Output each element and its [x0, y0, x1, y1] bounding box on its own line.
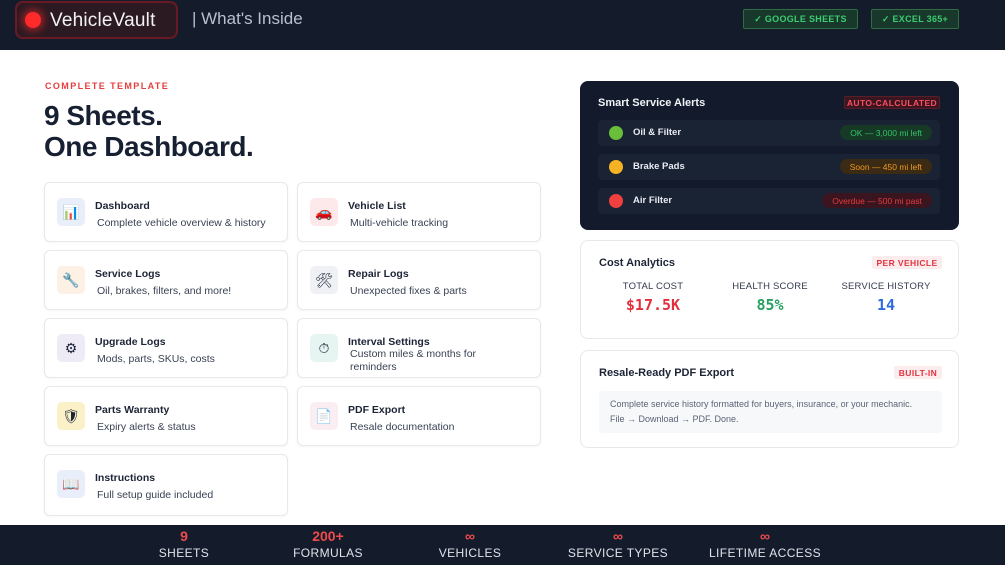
footer-stat-label: SHEETS	[158, 546, 210, 560]
built-in-badge: BUILT-IN	[894, 366, 942, 379]
sheet-card-desc: Multi-vehicle tracking	[350, 217, 449, 229]
stat-value: 85%	[756, 296, 784, 314]
sheet-card-desc: Complete vehicle overview & history	[97, 217, 266, 229]
sheet-card-vehicle-list[interactable]: 🚗 Vehicle List Multi-vehicle tracking	[297, 182, 541, 242]
footer-stat-formulas: 200+ FORMULAS	[283, 528, 373, 560]
header-subtitle: | What's Inside	[192, 9, 303, 28]
footer-stat-number: 9	[180, 528, 188, 544]
service-alerts-panel: Smart Service Alerts AUTO-CALCULATED Oil…	[580, 81, 959, 230]
stat-label: TOTAL COST	[622, 281, 684, 292]
google-sheets-badge: ✓ GOOGLE SHEETS	[743, 9, 858, 29]
pdf-export-panel: Resale-Ready PDF Export BUILT-IN Complet…	[580, 350, 959, 448]
sheet-card-upgrade-logs[interactable]: ⚙ Upgrade Logs Mods, parts, SKUs, costs	[44, 318, 288, 378]
alert-label: Brake Pads	[633, 161, 685, 172]
stat-value: 14	[876, 296, 896, 314]
sheet-card-title: Vehicle List	[348, 200, 406, 212]
excel-365-badge: ✓ EXCEL 365+	[871, 9, 959, 29]
per-vehicle-badge: PER VEHICLE	[872, 256, 942, 269]
footer-stat-label: LIFETIME ACCESS	[708, 546, 822, 560]
sheet-card-title: Dashboard	[95, 200, 150, 212]
stat-health-score: HEALTH SCORE 85%	[710, 281, 830, 314]
tools-icon: 🛠	[310, 266, 338, 294]
pdf-description-line-2: File → Download → PDF. Done.	[610, 414, 739, 424]
book-icon: 📖	[57, 470, 85, 498]
sheet-card-repair-logs[interactable]: 🛠 Repair Logs Unexpected fixes & parts	[297, 250, 541, 310]
sheet-card-desc: Mods, parts, SKUs, costs	[97, 353, 215, 365]
alert-status-badge: Soon — 450 mi left	[839, 159, 932, 174]
shield-icon: 🛡	[57, 402, 85, 430]
auto-calculated-badge: AUTO-CALCULATED	[844, 96, 940, 109]
car-icon: 🚗	[310, 198, 338, 226]
footer-stat-lifetime-access: ∞ LIFETIME ACCESS	[700, 528, 830, 560]
footer-stats-bar: 9 SHEETS 200+ FORMULAS ∞ VEHICLES ∞ SERV…	[0, 525, 1005, 565]
stopwatch-icon: ⏱	[310, 334, 338, 362]
pdf-description-line-1: Complete service history formatted for b…	[610, 399, 913, 409]
status-dot-icon	[609, 160, 623, 174]
alert-status-badge: OK — 3,000 mi left	[840, 125, 932, 140]
sheet-card-desc: Full setup guide included	[97, 489, 214, 501]
alert-label: Oil & Filter	[633, 127, 682, 138]
sheet-card-desc: Unexpected fixes & parts	[350, 285, 467, 297]
sheet-card-title: Upgrade Logs	[95, 336, 166, 348]
sheet-card-instructions[interactable]: 📖 Instructions Full setup guide included	[44, 454, 288, 516]
alert-row-air-filter[interactable]: Air Filter Overdue — 500 mi past	[598, 188, 940, 214]
top-header: VehicleVault | What's Inside ✓ GOOGLE SH…	[0, 0, 1005, 50]
cost-analytics-panel: Cost Analytics PER VEHICLE TOTAL COST $1…	[580, 240, 959, 339]
infinity-icon: ∞	[613, 528, 623, 544]
sheet-card-title: Repair Logs	[348, 268, 409, 280]
footer-stat-vehicles: ∞ VEHICLES	[430, 528, 510, 560]
alert-row-brake-pads[interactable]: Brake Pads Soon — 450 mi left	[598, 154, 940, 180]
page-title-line-1: 9 Sheets.	[44, 100, 163, 131]
footer-stat-number: 200+	[312, 528, 344, 544]
stat-service-history: SERVICE HISTORY 14	[826, 281, 946, 314]
bar-chart-icon: 📊	[57, 198, 85, 226]
status-dot-icon	[609, 194, 623, 208]
sheet-card-title: Interval Settings	[348, 336, 430, 348]
status-dot-icon	[609, 126, 623, 140]
sheet-card-interval-settings[interactable]: ⏱ Interval Settings Custom miles & month…	[297, 318, 541, 378]
sheet-card-dashboard[interactable]: 📊 Dashboard Complete vehicle overview & …	[44, 182, 288, 242]
sheet-card-desc: Expiry alerts & status	[97, 421, 196, 433]
sheet-card-pdf-export[interactable]: 📄 PDF Export Resale documentation	[297, 386, 541, 446]
brand-logo[interactable]: VehicleVault	[15, 1, 178, 39]
sheet-card-desc: Resale documentation	[350, 421, 455, 433]
stat-total-cost: TOTAL COST $17.5K	[593, 281, 713, 314]
infinity-icon: ∞	[760, 528, 770, 544]
alert-status-badge: Overdue — 500 mi past	[822, 193, 932, 208]
sheet-card-title: Parts Warranty	[95, 404, 170, 416]
wrench-icon: 🔧	[57, 266, 85, 294]
brand-dot-icon	[25, 12, 41, 28]
gear-icon: ⚙	[57, 334, 85, 362]
stat-value: $17.5K	[625, 296, 681, 314]
sheet-card-desc: Oil, brakes, filters, and more!	[97, 285, 232, 297]
sheet-card-title: Service Logs	[95, 268, 161, 280]
footer-stat-service-types: ∞ SERVICE TYPES	[563, 528, 673, 560]
stat-label: SERVICE HISTORY	[841, 281, 931, 292]
footer-stat-label: FORMULAS	[293, 546, 363, 560]
panel-title: Smart Service Alerts	[598, 97, 706, 109]
panel-title: Cost Analytics	[599, 257, 676, 269]
footer-stat-label: VEHICLES	[438, 546, 502, 560]
sheet-card-title: PDF Export	[348, 404, 406, 416]
pdf-description-box: Complete service history formatted for b…	[599, 391, 942, 433]
sheet-card-service-logs[interactable]: 🔧 Service Logs Oil, brakes, filters, and…	[44, 250, 288, 310]
footer-stat-sheets: 9 SHEETS	[144, 528, 224, 560]
sheet-card-parts-warranty[interactable]: 🛡 Parts Warranty Expiry alerts & status	[44, 386, 288, 446]
section-kicker: COMPLETE TEMPLATE	[45, 81, 170, 91]
page-title-line-2: One Dashboard.	[44, 131, 254, 162]
sheet-card-desc: Custom miles & months for reminders	[350, 348, 477, 373]
panel-title: Resale-Ready PDF Export	[599, 367, 735, 379]
footer-stat-label: SERVICE TYPES	[567, 546, 669, 560]
infinity-icon: ∞	[465, 528, 475, 544]
alert-label: Air Filter	[633, 195, 673, 206]
brand-name: VehicleVault	[50, 10, 156, 31]
stat-label: HEALTH SCORE	[732, 281, 808, 292]
alert-row-oil-filter[interactable]: Oil & Filter OK — 3,000 mi left	[598, 120, 940, 146]
sheet-card-title: Instructions	[95, 472, 156, 484]
document-icon: 📄	[310, 402, 338, 430]
